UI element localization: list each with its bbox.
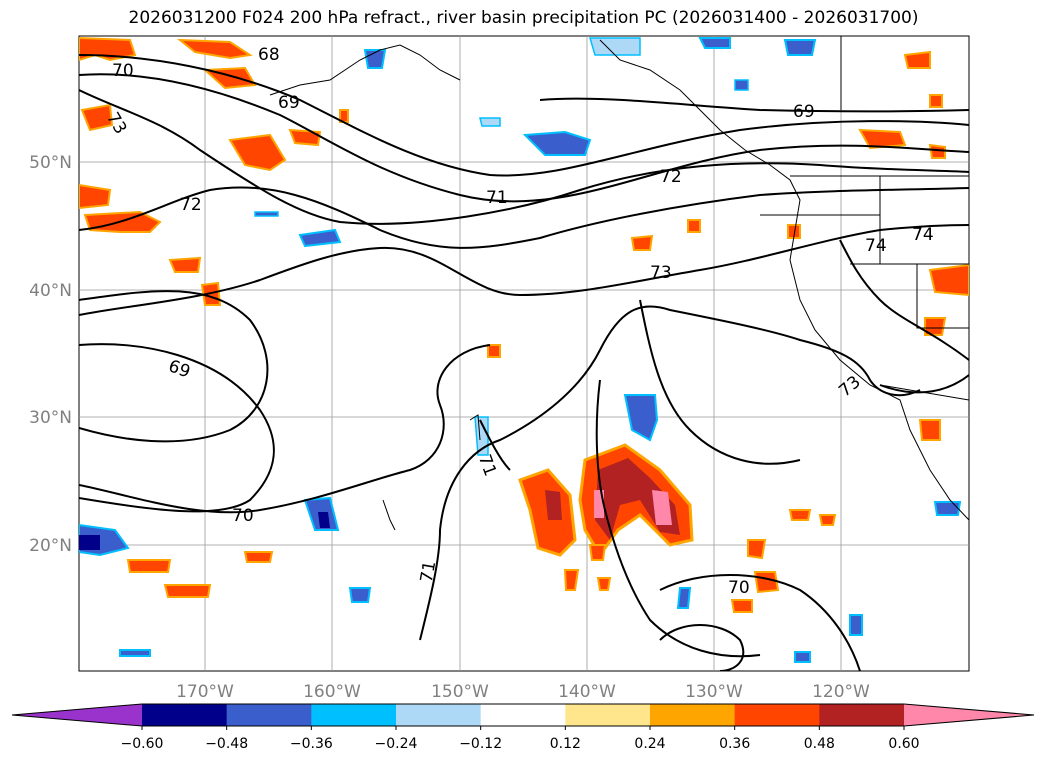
colorbar-tick-label: −0.24 [375, 736, 418, 752]
colorbar-segment [311, 704, 397, 726]
lon-label: 140°W [558, 682, 616, 702]
contour-label: 70 [728, 578, 750, 598]
colorbar-segment [650, 704, 736, 726]
contour-label: 73 [650, 263, 672, 283]
colorbar-segment [480, 704, 566, 726]
colorbar-tick-label: 0.36 [719, 736, 750, 752]
lon-label: 170°W [176, 682, 234, 702]
colorbar-tick-label: 0.24 [634, 736, 665, 752]
colorbar-tick-label: −0.60 [121, 736, 164, 752]
colorbar-segment [734, 704, 820, 726]
lat-label: 30°N [29, 408, 72, 428]
lon-label: 150°W [431, 682, 489, 702]
colorbar-tick-label: 0.48 [804, 736, 835, 752]
colorbar-segment [819, 704, 905, 726]
contour-label: 68 [258, 45, 280, 65]
map-title: 2026031200 F024 200 hPa refract., river … [128, 8, 919, 28]
lat-label: 20°N [29, 536, 72, 556]
lon-label: 130°W [685, 682, 743, 702]
colorbar-segment [396, 704, 482, 726]
contour-label: 74 [912, 225, 934, 245]
contour-label: 69 [793, 102, 815, 122]
contour-label: 72 [180, 195, 202, 215]
map-frame [78, 35, 970, 672]
contour-label: 70 [112, 61, 134, 81]
refractivity-contours [79, 54, 969, 671]
colorbar-tick-label: −0.12 [459, 736, 502, 752]
contour-label: 71 [486, 188, 508, 208]
lon-label: 120°W [812, 682, 870, 702]
precip-patches [79, 36, 969, 663]
lat-label: 50°N [29, 153, 72, 173]
longitude-labels: 170°W 160°W 150°W 140°W 130°W 120°W [176, 682, 870, 702]
contour-label: 70 [232, 506, 254, 526]
contour-label: 71 [417, 559, 440, 584]
colorbar-segment [565, 704, 651, 726]
colorbar-tick-label: 0.60 [888, 736, 919, 752]
colorbar-tick-label: −0.48 [205, 736, 248, 752]
contour-label: 74 [865, 236, 887, 256]
colorbar-segment [904, 704, 1034, 726]
lon-label: 160°W [303, 682, 361, 702]
colorbar-segment [142, 704, 228, 726]
contour-label: 72 [660, 167, 682, 187]
lat-label: 40°N [29, 281, 72, 301]
latitude-labels: 50°N 40°N 30°N 20°N [29, 153, 72, 556]
colorbar-segment [12, 704, 142, 726]
colorbar-segment [226, 704, 312, 726]
colorbar-tick-label: −0.36 [290, 736, 333, 752]
colorbar-tick-label: 0.12 [550, 736, 581, 752]
contour-label: 69 [278, 93, 300, 113]
